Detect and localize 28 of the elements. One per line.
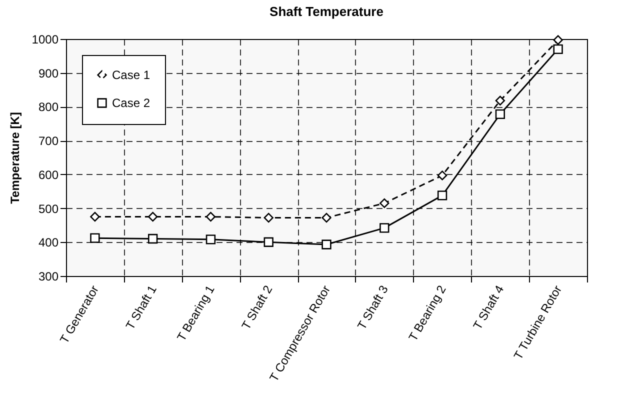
y-tick-label: 900 bbox=[38, 66, 59, 80]
y-axis-title: Temperature [K] bbox=[8, 112, 22, 204]
point bbox=[495, 96, 505, 106]
point bbox=[322, 240, 332, 250]
point bbox=[437, 190, 448, 200]
y-tick-label: 800 bbox=[38, 100, 59, 114]
point bbox=[322, 212, 332, 223]
legend-label: Case 1 bbox=[112, 68, 150, 82]
point bbox=[90, 212, 100, 222]
point bbox=[148, 234, 158, 244]
point bbox=[437, 170, 448, 180]
y-tick-label: 600 bbox=[38, 168, 59, 182]
point bbox=[553, 44, 563, 54]
chart-title: Shaft Temperature bbox=[270, 4, 384, 19]
y-tick-label: 1000 bbox=[32, 32, 59, 46]
y-tick-label: 500 bbox=[38, 202, 59, 216]
point bbox=[264, 212, 274, 223]
y-tick-label: 700 bbox=[38, 134, 59, 148]
point bbox=[495, 109, 505, 119]
point bbox=[264, 237, 274, 247]
point bbox=[206, 212, 216, 222]
point bbox=[90, 233, 100, 243]
legend-label: Case 2 bbox=[112, 96, 150, 110]
point bbox=[380, 223, 390, 233]
y-tick-label: 300 bbox=[38, 270, 59, 284]
point bbox=[206, 234, 216, 244]
point bbox=[380, 198, 390, 208]
y-tick-label: 400 bbox=[38, 236, 59, 250]
